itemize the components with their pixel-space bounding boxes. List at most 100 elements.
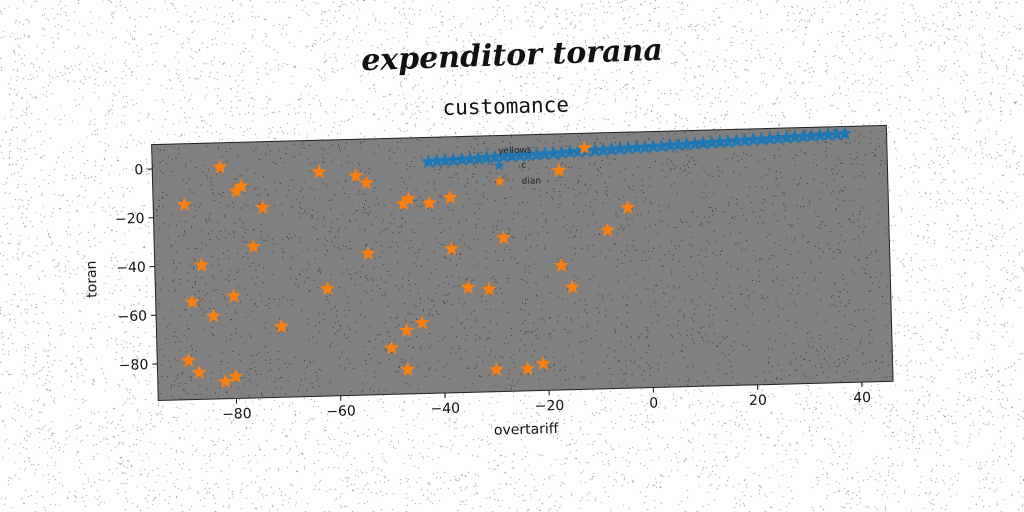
point-c: [670, 136, 686, 152]
point-c: [745, 131, 761, 147]
point-c: [462, 150, 478, 166]
point-dian: [400, 361, 416, 377]
point-c: [753, 131, 770, 146]
point-c: [628, 139, 645, 155]
point-c: [553, 144, 570, 160]
x-tick-label: −60: [326, 403, 356, 420]
point-c: [762, 130, 778, 146]
point-dian: [184, 294, 200, 309]
chart-body: customance overtariff toran −80 −60 −40 −20…: [84, 93, 894, 439]
point-dian: [180, 352, 197, 368]
point-c: [770, 130, 786, 145]
point-c: [420, 153, 436, 169]
point-c: [678, 136, 695, 152]
series-dian: [176, 139, 636, 389]
point-dian: [395, 195, 411, 211]
point-dian: [383, 340, 400, 355]
point-dian: [233, 178, 249, 193]
point-c: [812, 127, 828, 143]
point-dian: [228, 368, 244, 384]
point-dian: [255, 199, 271, 215]
point-dian: [191, 364, 207, 380]
point-dian: [421, 195, 438, 210]
point-c: [595, 142, 611, 157]
point-c: [479, 149, 495, 165]
point-c: [587, 142, 603, 158]
point-dian: [176, 196, 193, 212]
legend-label-dian: dian: [522, 176, 542, 187]
point-c: [653, 138, 670, 153]
point-c: [537, 145, 553, 161]
point-c: [637, 139, 653, 154]
point-dian: [400, 190, 417, 206]
point-c: [645, 138, 661, 154]
y-tick-label: −60: [117, 308, 147, 325]
point-c: [512, 147, 528, 163]
point-c: [429, 153, 445, 168]
point-c: [720, 133, 736, 149]
point-c: [828, 126, 845, 141]
point-c: [612, 140, 628, 156]
point-c: [778, 129, 795, 145]
point-c: [712, 134, 728, 149]
plot-area: [151, 124, 894, 402]
point-dian: [399, 322, 415, 338]
point-dian: [217, 373, 234, 389]
point-c: [662, 137, 678, 153]
y-tick-label: −40: [116, 260, 146, 277]
point-c: [803, 128, 820, 143]
point-dian: [226, 288, 242, 303]
point-dian: [460, 279, 476, 295]
x-tick-label: 20: [749, 393, 767, 409]
series-c: [420, 125, 853, 169]
data-marks: [176, 125, 853, 389]
point-dian: [564, 279, 581, 294]
x-tick-label: −40: [430, 401, 460, 418]
point-dian: [245, 238, 261, 254]
point-c: [529, 146, 545, 162]
point-dian: [443, 240, 460, 256]
point-dian: [273, 318, 290, 334]
point-dian: [551, 162, 567, 178]
point-dian: [319, 280, 335, 296]
point-c: [687, 135, 703, 151]
point-c: [820, 126, 836, 142]
point-c: [604, 141, 620, 156]
point-dian: [495, 229, 511, 245]
point-c: [737, 132, 753, 148]
point-dian: [212, 159, 228, 174]
point-c: [445, 152, 461, 167]
point-c: [795, 128, 811, 144]
point-c: [504, 148, 520, 163]
y-axis-label: toran: [84, 260, 101, 298]
point-c: [837, 125, 853, 141]
point-dian: [481, 281, 497, 297]
point-c: [695, 135, 711, 150]
point-dian: [348, 167, 364, 183]
legend-marker-c: [493, 159, 505, 171]
point-dian: [576, 139, 593, 155]
point-c: [728, 132, 745, 148]
point-dian: [599, 222, 616, 237]
x-tick-label: −20: [535, 398, 565, 415]
x-tick-label: 0: [649, 395, 658, 411]
y-tick-label: 0: [134, 162, 143, 178]
point-dian: [228, 183, 244, 198]
point-dian: [553, 257, 570, 273]
point-c: [562, 144, 578, 159]
legend-marker-dian: [493, 175, 506, 187]
point-c: [454, 151, 470, 167]
x-axis-ticks: −80 −60 −40 −20 0 20 40: [222, 382, 871, 423]
point-dian: [311, 163, 327, 179]
point-dian: [520, 360, 536, 376]
point-c: [703, 134, 720, 150]
point-dian: [205, 308, 221, 323]
point-dian: [620, 199, 636, 215]
point-dian: [488, 361, 504, 377]
point-c: [520, 146, 536, 162]
legend: yellows c dian: [493, 146, 542, 187]
legend-label-c: c: [521, 161, 526, 171]
point-dian: [414, 314, 430, 330]
x-tick-label: 40: [853, 390, 871, 406]
point-dian: [360, 245, 376, 261]
